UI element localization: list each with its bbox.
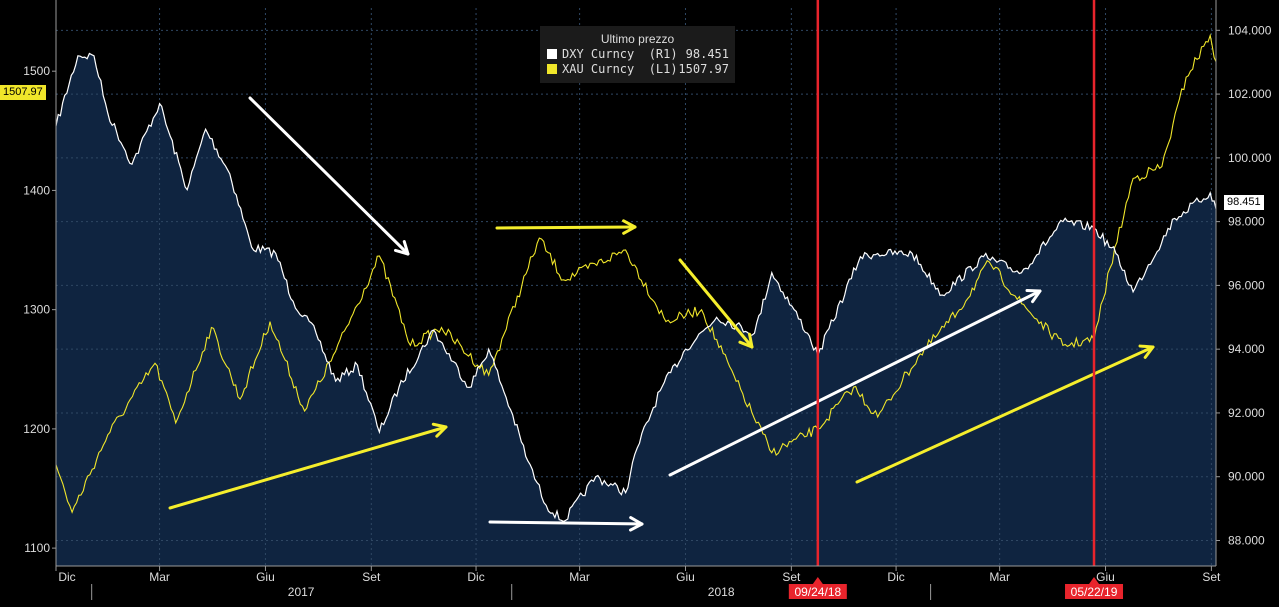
right-axis-tick-label: 90.000 xyxy=(1228,470,1265,484)
annotation-arrow xyxy=(248,96,410,256)
x-axis-month-label: Set xyxy=(362,570,381,584)
annotation-arrow xyxy=(488,520,644,526)
legend-label-xau: XAU Curncy (L1) xyxy=(562,61,678,76)
annotation-arrow xyxy=(678,258,754,349)
legend-box: Ultimo prezzo DXY Curncy (R1) 98.451 XAU… xyxy=(540,26,735,83)
x-axis-year-label: 2018 xyxy=(708,585,735,599)
series-line-dxy xyxy=(55,52,1217,523)
right-axis-tick-label: 100.000 xyxy=(1228,151,1272,165)
x-axis-month-label: Dic xyxy=(58,570,75,584)
legend-title: Ultimo prezzo xyxy=(600,32,675,46)
x-axis-month-label: Dic xyxy=(467,570,484,584)
annotation-arrow xyxy=(168,425,448,510)
annotation-arrow xyxy=(495,225,637,230)
annotation-arrow-head xyxy=(1138,344,1155,359)
legend-value-xau: 1507.97 xyxy=(678,61,729,76)
line-layer xyxy=(55,33,1217,523)
marker-layer: 09/24/18 05/22/19 xyxy=(788,0,1124,599)
legend-swatch-xau xyxy=(547,63,557,74)
x-axis-month-label: Dic xyxy=(887,570,904,584)
area-layer xyxy=(56,53,1216,566)
legend-value-dxy: 98.451 xyxy=(685,46,729,61)
axis-layer: 1100 1200 1300 1400 1500 88.000 90.000 92.000 94… xyxy=(23,0,1272,600)
right-axis-tick-label: 94.000 xyxy=(1228,342,1265,356)
event-marker-badge xyxy=(788,584,847,599)
arrow-layer xyxy=(168,96,1155,532)
x-axis-month-label: Giu xyxy=(676,570,695,584)
annotation-arrow-head xyxy=(394,240,410,256)
x-axis-month-label: Set xyxy=(782,570,801,584)
event-marker-badge xyxy=(1065,584,1124,599)
right-axis-tick-label: 96.000 xyxy=(1228,278,1265,292)
x-axis-month-label: Giu xyxy=(1096,570,1115,584)
annotation-arrow xyxy=(855,345,1155,484)
series-line-xau xyxy=(55,33,1217,514)
left-axis-tick-label: 1400 xyxy=(23,183,50,197)
right-axis-tick-label: 92.000 xyxy=(1228,406,1265,420)
last-value-left-badge: 1507.97 xyxy=(0,85,46,100)
right-axis-tick-label: 102.000 xyxy=(1228,87,1272,101)
x-axis-month-label: Mar xyxy=(569,570,590,584)
x-axis-month-label: Mar xyxy=(989,570,1010,584)
series-area-dxy xyxy=(56,53,1216,566)
event-marker-label: 09/24/18 xyxy=(794,585,841,599)
legend-label-dxy: DXY Curncy (R1) xyxy=(562,46,678,61)
annotation-arrow-head xyxy=(622,219,637,235)
annotation-arrow xyxy=(668,289,1042,477)
x-axis-month-label: Giu xyxy=(256,570,275,584)
left-axis-tick-label: 1500 xyxy=(23,64,50,78)
annotation-arrow-head xyxy=(629,516,644,532)
legend-item-xau: XAU Curncy (L1) 1507.97 xyxy=(547,61,735,76)
right-axis-tick-label: 104.000 xyxy=(1228,23,1272,37)
event-marker-label: 05/22/19 xyxy=(1071,585,1118,599)
event-marker-arrowhead xyxy=(812,577,823,584)
legend-swatch-dxy xyxy=(547,48,557,59)
left-axis-tick-label: 1200 xyxy=(23,422,50,436)
annotation-arrow-head xyxy=(738,332,754,349)
x-axis-year-label: 2017 xyxy=(288,585,315,599)
left-axis-tick-label: 1100 xyxy=(24,541,50,555)
left-axis-tick-label: 1300 xyxy=(23,303,50,317)
right-axis-tick-label: 98.000 xyxy=(1228,215,1265,229)
x-axis-month-label: Mar xyxy=(149,570,170,584)
annotation-arrow-head xyxy=(431,422,448,438)
event-marker-arrowhead xyxy=(1089,577,1100,584)
last-value-right-badge: 98.451 xyxy=(1224,195,1264,210)
x-axis-month-label: Set xyxy=(1202,570,1221,584)
annotation-arrow-head xyxy=(1025,288,1042,304)
legend-item-dxy: DXY Curncy (R1) 98.451 xyxy=(547,46,735,61)
right-axis-tick-label: 88.000 xyxy=(1228,533,1265,547)
